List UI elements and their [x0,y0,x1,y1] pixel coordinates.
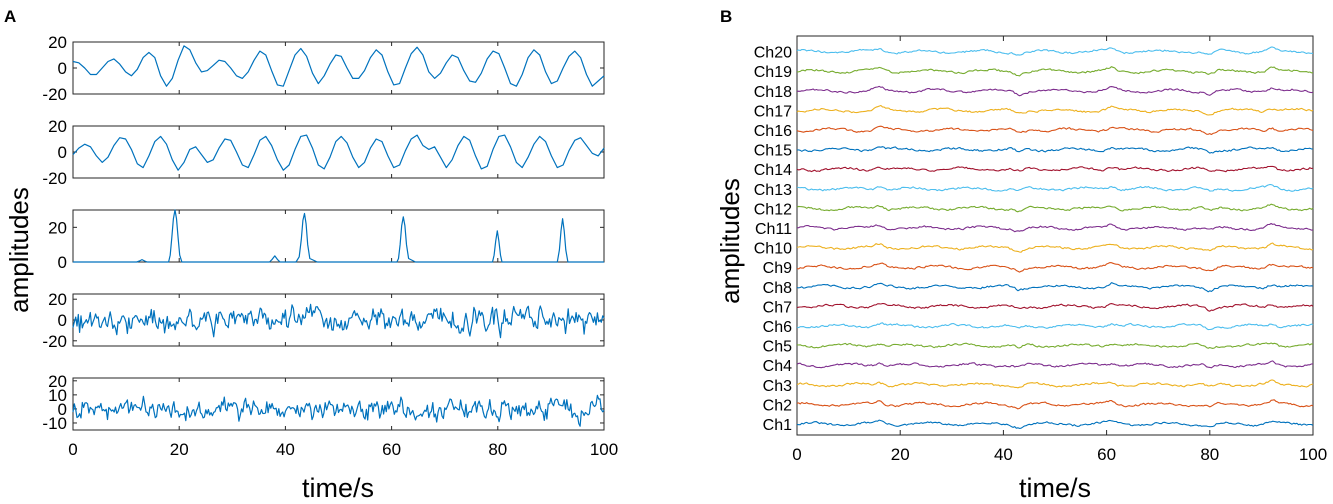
subplot-4-ytick-label: 0 [58,311,67,330]
channel-label-ch2: Ch2 [763,397,792,414]
subplot-1-ytick-label: -20 [42,85,67,104]
panel-a-xtick-label: 100 [590,440,618,459]
panel-a: A amplitudes time/s 20 0 -20 20 0 -20 20 0 20 0 -2… [4,7,618,503]
subplot-3-ytick-label: 0 [58,253,67,272]
signal-3-line [73,209,604,263]
subplot-4-ytick-label: -20 [42,332,67,351]
trace-ch2 [796,399,1314,410]
subplot-2-ytick-label: -20 [42,169,67,188]
panel-b-xtick-label: 60 [1097,445,1116,464]
channel-label-ch11: Ch11 [755,221,792,238]
trace-ch14 [796,165,1314,173]
subplot-3: 20 0 [48,209,605,272]
channel-label-ch6: Ch6 [763,319,792,336]
panel-a-ylabel: amplitudes [4,187,34,313]
channel-label-ch4: Ch4 [763,358,792,375]
trace-ch12 [796,203,1314,213]
panel-a-label: A [4,7,16,26]
subplot-2-ytick-label: 0 [58,143,67,162]
subplot-5-ytick-label: 10 [48,386,67,405]
channel-label-ch5: Ch5 [763,339,792,356]
trace-ch18 [796,85,1314,97]
panel-b-xtick-label: 40 [994,445,1013,464]
channel-label-ch20: Ch20 [754,45,792,62]
panel-b-axes-box [796,35,1314,436]
trace-ch17 [796,104,1314,116]
channel-label-ch3: Ch3 [763,378,792,395]
trace-ch9 [796,262,1314,273]
panel-b: B amplitudes time/s Ch1 Ch2 Ch3 Ch4 Ch5 Ch6 Ch… [715,7,1327,503]
subplot-5-axes-box [72,377,605,431]
panel-a-xtick-label: 20 [170,440,189,459]
channel-label-ch17: Ch17 [754,103,792,120]
trace-ch7 [796,302,1314,312]
subplot-3-ytick-label: 20 [48,218,67,237]
signal-1-line [72,45,605,87]
subplot-1-ytick-label: 0 [58,59,67,78]
channel-label-ch1: Ch1 [763,417,792,434]
panel-b-xtick-label: 0 [792,445,801,464]
trace-ch20 [796,46,1314,56]
panel-b-xtick-label: 80 [1200,445,1219,464]
trace-ch10 [796,242,1314,253]
subplot-2: 20 0 -20 [42,117,605,188]
signal-2-line [72,134,605,171]
trace-ch15 [796,146,1314,154]
signal-4-line [72,303,605,339]
panel-a-xtick-label: 80 [488,440,507,459]
subplot-1: 20 0 -20 [42,33,605,104]
trace-ch8 [796,282,1314,293]
panel-b-xtick-label: 20 [891,445,910,464]
subplot-1-ytick-label: 20 [48,33,67,52]
panel-b-xlabel: time/s [1019,473,1091,503]
channel-label-ch8: Ch8 [763,280,792,297]
subplot-5-ytick-label: -10 [42,414,67,433]
subplot-5-ytick-label: 0 [58,400,67,419]
trace-ch11 [796,222,1313,233]
channel-label-ch16: Ch16 [754,123,792,140]
channel-label-ch15: Ch15 [754,143,792,160]
trace-ch6 [796,322,1314,331]
panel-a-xtick-label: 60 [382,440,401,459]
subplot-4-ytick-label: 20 [48,290,67,309]
panel-a-xtick-label: 40 [276,440,295,459]
panel-b-ylabel: amplitudes [715,178,745,304]
signal-5-line [72,394,605,427]
panel-b-xtick-label: 100 [1299,445,1327,464]
trace-ch5 [796,342,1314,349]
trace-ch16 [796,125,1314,136]
channel-label-ch9: Ch9 [763,260,792,277]
channel-label-ch18: Ch18 [754,84,792,101]
channel-label-ch10: Ch10 [754,241,792,258]
subplot-5-ytick-label: 20 [48,372,67,391]
trace-ch4 [796,360,1314,369]
panel-a-xlabel: time/s [302,473,374,503]
channel-label-ch19: Ch19 [754,64,792,81]
panel-a-xtick-label: 0 [68,440,77,459]
channel-label-ch13: Ch13 [754,182,792,199]
trace-ch19 [796,66,1313,77]
panel-b-label: B [720,7,732,26]
subplot-4: 20 0 -20 [42,290,605,351]
subplot-2-ytick-label: 20 [48,117,67,136]
trace-ch3 [796,379,1314,389]
trace-ch13 [796,184,1314,192]
channel-label-ch14: Ch14 [754,162,792,179]
trace-ch1 [796,419,1314,429]
channel-label-ch12: Ch12 [754,201,792,218]
channel-label-ch7: Ch7 [763,299,792,316]
